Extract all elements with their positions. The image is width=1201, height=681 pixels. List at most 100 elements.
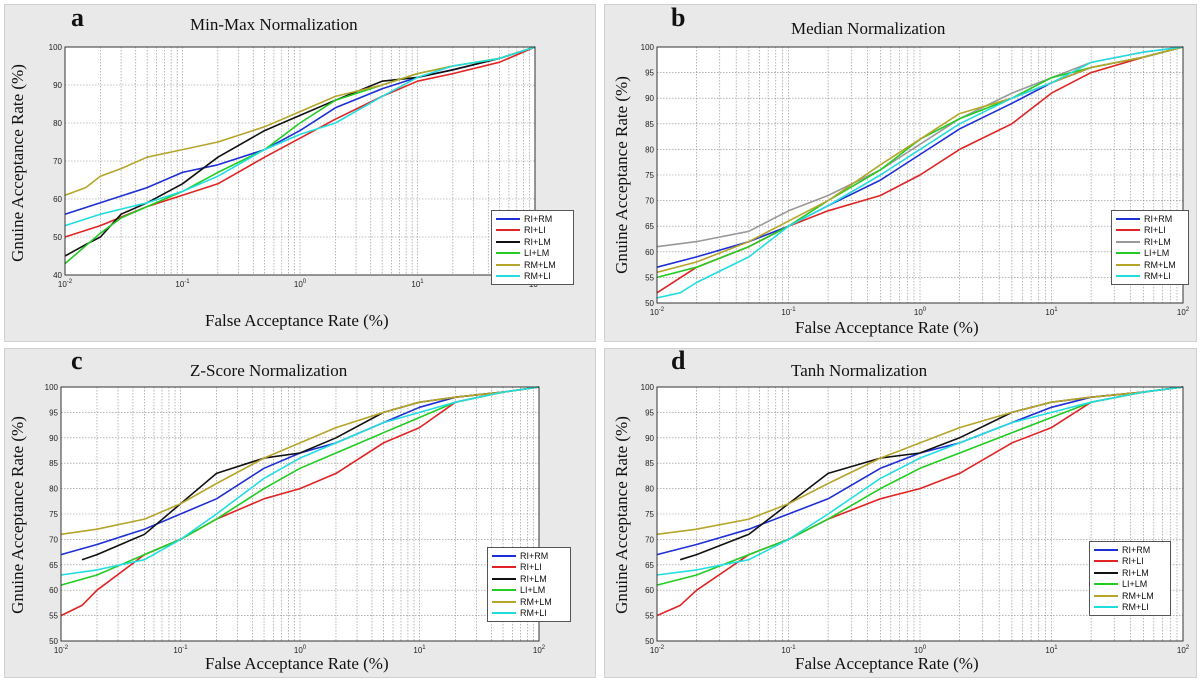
chart-title: Min-Max Normalization: [190, 15, 358, 34]
legend-label: RI+RM: [524, 213, 553, 224]
series-line-rm-lm: [656, 386, 1184, 536]
legend-entry: RI+RM: [1094, 544, 1166, 556]
series-line-rm-li: [656, 46, 1184, 299]
y-tick-label: 80: [645, 145, 654, 154]
chart-legend: RI+RM RI+LI RI+LM LI+LM RM+LM RM+LI: [1111, 210, 1189, 285]
legend-label: RI+LI: [520, 562, 542, 573]
y-tick-label: 85: [645, 459, 654, 468]
legend-entry: RI+LI: [1116, 225, 1184, 237]
chart-title: Tanh Normalization: [791, 361, 928, 380]
x-tick-label: 10-2: [650, 307, 665, 317]
legend-entry: RI+LI: [1094, 556, 1166, 568]
x-tick-label: 100: [294, 279, 307, 289]
y-tick-label: 50: [53, 233, 62, 242]
y-axis-label: Gnuine Acceptance Rate (%): [8, 64, 27, 262]
legend-swatch: [1116, 252, 1140, 255]
series-line-rm-li: [656, 386, 1184, 576]
axes-frame: [64, 46, 536, 276]
chart-panel-a: a Min-Max Normalization 40 50 60 70 80 90 100 1…: [4, 3, 596, 342]
legend-entry: RM+LM: [1116, 259, 1184, 271]
x-axis-label: False Acceptance Rate (%): [205, 311, 389, 330]
legend-label: RI+LM: [1144, 236, 1171, 247]
y-tick-label: 75: [49, 510, 58, 519]
chart-title: Z-Score Normalization: [190, 361, 348, 380]
y-tick-label: 80: [49, 485, 58, 494]
x-tick-label: 10-1: [175, 279, 190, 289]
x-tick-label: 102: [1177, 307, 1190, 317]
legend-swatch: [492, 589, 516, 592]
y-tick-label: 95: [645, 69, 654, 78]
y-tick-label: 60: [53, 195, 62, 204]
chart-legend: RI+RM RI+LI RI+LM LI+LM RM+LM RM+LI: [487, 547, 571, 622]
y-tick-label: 85: [645, 120, 654, 129]
x-tick-label: 10-2: [650, 645, 665, 655]
y-tick-label: 95: [645, 408, 654, 417]
y-tick-label: 65: [645, 561, 654, 570]
legend-entry: RM+LI: [496, 271, 569, 283]
legend-entry: RM+LI: [492, 608, 566, 620]
legend-entry: RI+RM: [1116, 213, 1184, 225]
series-line-ri-li: [656, 386, 1184, 617]
legend-swatch: [1094, 594, 1118, 597]
panel-letter: d: [671, 346, 686, 375]
y-tick-label: 90: [645, 434, 654, 443]
legend-label: RI+RM: [1122, 544, 1151, 555]
y-tick-label: 70: [645, 197, 654, 206]
x-tick-label: 100: [294, 645, 307, 655]
legend-label: RI+LM: [1122, 567, 1149, 578]
series-line-rm-lm: [60, 386, 540, 536]
y-tick-label: 80: [645, 485, 654, 494]
y-tick-label: 75: [645, 510, 654, 519]
y-tick-label: 80: [53, 119, 62, 128]
legend-label: RM+LM: [1122, 590, 1154, 601]
series-line-rm-lm: [656, 46, 1184, 274]
y-tick-label: 75: [645, 171, 654, 180]
legend-label: RI+LM: [524, 236, 551, 247]
legend-label: RI+LI: [524, 225, 546, 236]
y-tick-label: 65: [645, 222, 654, 231]
legend-swatch: [1094, 606, 1118, 609]
x-tick-label: 10-2: [54, 645, 69, 655]
y-tick-label: 70: [49, 535, 58, 544]
legend-swatch: [1116, 240, 1140, 243]
legend-swatch: [1094, 583, 1118, 586]
y-tick-label: 55: [49, 612, 58, 621]
chart-svg: 50 55 60 65 70 75 80 85 90 95 100 10-2 10-1 100 101 102: [45, 383, 546, 655]
legend-swatch: [496, 252, 520, 255]
legend-entry: RI+LM: [1116, 236, 1184, 248]
legend-label: RI+RM: [1144, 213, 1173, 224]
legend-entry: RI+LM: [492, 573, 566, 585]
legend-swatch: [1094, 571, 1118, 574]
legend-swatch: [496, 240, 520, 243]
y-tick-label: 100: [641, 383, 655, 392]
y-tick-label: 70: [645, 535, 654, 544]
chart-title: Median Normalization: [791, 19, 946, 38]
legend-swatch: [496, 217, 520, 220]
legend-label: RI+RM: [520, 550, 549, 561]
y-tick-label: 60: [645, 586, 654, 595]
y-tick-label: 55: [645, 273, 654, 282]
legend-swatch: [492, 600, 516, 603]
chart-panel-c: c Z-Score Normalization 50 55 60 65 70 75 80 85…: [4, 346, 596, 678]
legend-entry: LI+LM: [496, 248, 569, 260]
legend-swatch: [1094, 560, 1118, 563]
y-tick-label: 100: [45, 383, 59, 392]
x-tick-label: 10-1: [781, 307, 796, 317]
x-tick-label: 102: [1177, 645, 1190, 655]
y-tick-label: 60: [49, 586, 58, 595]
y-tick-label: 50: [49, 637, 58, 646]
series-line-rm-li: [64, 46, 536, 227]
series-line-ri-lm: [64, 46, 536, 257]
legend-swatch: [492, 566, 516, 569]
legend-label: LI+LM: [1122, 579, 1148, 590]
panel-letter: b: [671, 3, 686, 32]
y-axis-label: Gnuine Acceptance Rate (%): [8, 416, 27, 614]
legend-swatch: [496, 275, 520, 278]
chart-panel-b: b Median Normalization 50 55 60 65 70 75 80 85 9…: [604, 3, 1197, 342]
legend-label: RM+LM: [524, 259, 556, 270]
legend-entry: LI+LM: [1116, 248, 1184, 260]
axes-frame: [60, 386, 540, 642]
y-tick-label: 60: [645, 248, 654, 257]
x-tick-label: 101: [1045, 645, 1058, 655]
legend-swatch: [492, 577, 516, 580]
